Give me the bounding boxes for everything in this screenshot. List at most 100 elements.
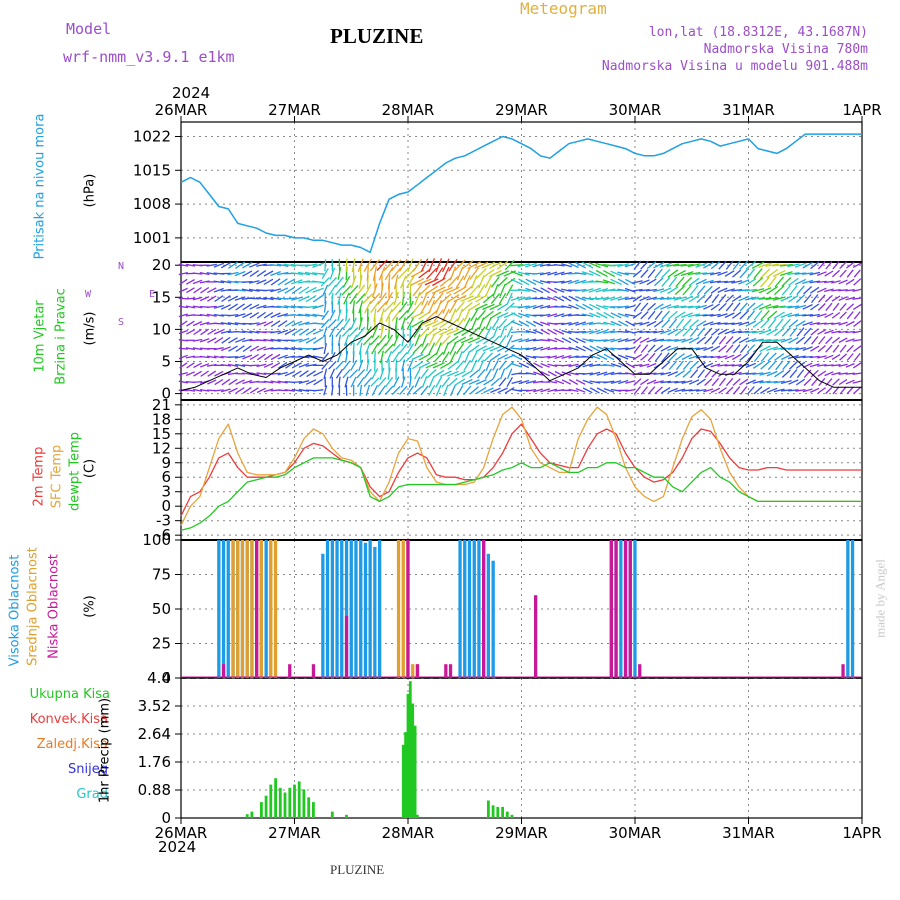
cloud-bar-srednja	[245, 540, 249, 678]
cloud-bar-visoka	[467, 540, 472, 678]
x-tick-label-top: 28MAR	[382, 101, 435, 119]
cloud-bar-niska	[628, 540, 632, 678]
cloud-bar-niska	[614, 540, 618, 678]
cloud-bar-visoka	[330, 540, 334, 678]
cloud-bar-visoka	[846, 540, 850, 678]
cloud-bar-visoka	[344, 540, 349, 678]
precip-bar	[345, 814, 348, 818]
y-tick-label: 1001	[133, 229, 171, 247]
cloud-bar-visoka	[463, 540, 467, 678]
cloud-bar-visoka	[472, 540, 476, 678]
y-tick-label: 6	[161, 468, 171, 486]
cloud-bar-visoka	[325, 540, 330, 678]
precip-bar	[297, 781, 301, 818]
y-tick-label: 1008	[133, 195, 171, 213]
cloud-bar-visoka	[633, 540, 637, 678]
temperature-line-temp2m	[180, 423, 862, 517]
y-tick-label: -6	[156, 526, 171, 544]
legend-ukupna: Ukupna Kisa	[29, 687, 110, 702]
cloud-bar-visoka	[321, 553, 325, 678]
precip-bar	[307, 797, 311, 818]
x-tick-label-bottom: 29MAR	[495, 824, 548, 842]
cloud-bar-srednja	[231, 540, 235, 678]
cloud-bar-visoka	[477, 540, 481, 678]
y-tick-label: 75	[152, 566, 171, 584]
y-tick-label: 15	[152, 425, 171, 443]
cloud-bar-srednja	[401, 540, 405, 678]
y-tick-label: 0.88	[138, 781, 171, 799]
precip-bar	[411, 703, 415, 818]
precip-bar	[283, 792, 287, 818]
wind-speed-line	[180, 316, 862, 391]
cloud-bar-niska	[288, 664, 292, 678]
precip-bar	[401, 744, 405, 818]
cloud-bar-niska	[623, 540, 628, 678]
cloud-bar-srednja	[411, 664, 415, 678]
cloud-bar-visoka	[264, 540, 268, 678]
year-bottom: 2024	[158, 838, 197, 856]
cloud-bar-visoka	[226, 540, 230, 678]
legend-snijeg: Snijeg	[68, 762, 108, 777]
model-label: Model	[66, 20, 112, 38]
precip-bar	[330, 811, 334, 818]
precip-bar	[501, 806, 504, 818]
y-tick-label: 0	[161, 809, 171, 827]
cloud-bar-srednja	[236, 540, 240, 678]
cloud-bar-visoka	[349, 540, 353, 678]
precip-bar	[293, 784, 296, 818]
y-tick-label: 18	[152, 410, 171, 428]
x-tick-label-bottom: 31MAR	[722, 824, 775, 842]
precip-bar	[505, 811, 509, 818]
compass-n: N	[118, 261, 125, 272]
y-tick-label: -3	[156, 512, 171, 530]
cloud-bar-visoka	[368, 540, 372, 678]
y-tick-label: 50	[152, 600, 171, 618]
meteogram-title: Meteogram	[520, 0, 607, 18]
y-tick-label: 0	[161, 385, 171, 403]
y-tick-label: 21	[152, 396, 171, 414]
cloud-bar-srednja	[269, 540, 273, 678]
precip-bar	[404, 732, 407, 818]
precip-bar	[491, 805, 495, 818]
footer-station: PLUZINE	[330, 862, 385, 877]
cloud-bar-niska	[534, 595, 538, 678]
x-tick-label-top: 27MAR	[268, 101, 321, 119]
y-tick-label: 1015	[133, 161, 171, 179]
precip-bar	[302, 789, 306, 818]
cloud-bar-srednja	[250, 540, 254, 678]
cloud-bar-visoka	[373, 546, 377, 678]
y-tick-label: 2.64	[138, 725, 171, 743]
cloud-bar-visoka	[217, 540, 221, 678]
station-title: PLUZINE	[330, 24, 424, 48]
cloud-bar-niska	[221, 664, 226, 678]
y-tick-label: 1022	[133, 127, 171, 145]
altitude: Nadmorska Visina 780m	[703, 42, 868, 57]
cloud-bar-srednja	[259, 540, 263, 678]
x-tick-label-bottom: 26MAR	[155, 824, 208, 842]
cloud-bar-niska	[311, 664, 316, 678]
x-tick-label-top: 29MAR	[495, 101, 548, 119]
cloud-bar-visoka	[458, 540, 462, 678]
cloud-bar-visoka	[354, 540, 358, 678]
cloud-bar-visoka	[221, 540, 226, 678]
cloud-bar-niska	[344, 615, 349, 678]
precip-bar	[245, 814, 249, 818]
precip-bar	[288, 787, 292, 818]
x-tick-label-bottom: 1APR	[842, 824, 881, 842]
x-tick-label-bottom: 27MAR	[268, 824, 321, 842]
cloud-bar-niska	[638, 664, 642, 678]
x-tick-label-top: 31MAR	[722, 101, 775, 119]
compass-s: S	[118, 317, 125, 328]
x-tick-label-top: 26MAR	[155, 101, 208, 119]
y-tick-label: 3.52	[138, 697, 171, 715]
wind-arrow-field	[178, 258, 863, 397]
y-tick-label: 5	[161, 352, 171, 370]
x-tick-label-bottom: 28MAR	[382, 824, 435, 842]
y-tick-label: 0	[161, 497, 171, 515]
cloud-bar-visoka	[363, 542, 368, 678]
y-tick-label: 20	[152, 256, 171, 274]
cloud-bar-srednja	[273, 540, 278, 678]
precip-bar	[274, 778, 277, 818]
